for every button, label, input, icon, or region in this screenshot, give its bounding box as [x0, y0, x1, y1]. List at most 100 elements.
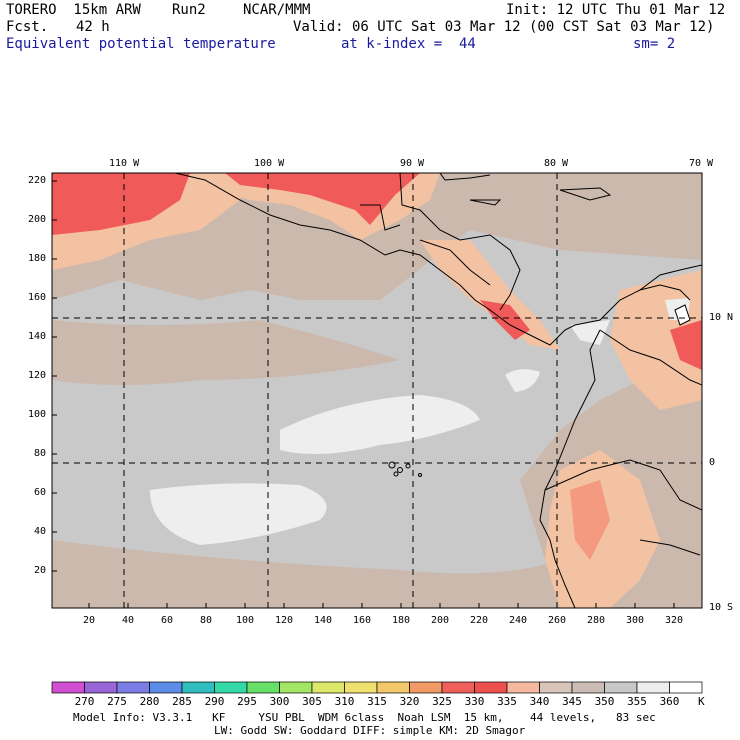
colorbar-swatch	[441, 681, 475, 694]
org-label: NCAR/MMM	[243, 2, 311, 18]
warm-region-mid	[52, 320, 400, 385]
valid-time: Valid: 06 UTC Sat 03 Mar 12 (00 CST Sat …	[293, 19, 715, 35]
colorbar-swatch	[149, 681, 183, 694]
colorbar-label: 295	[237, 695, 257, 708]
colorbar-label: 335	[497, 695, 517, 708]
x-grid-label: 60	[160, 615, 174, 626]
colorbar-label: 360	[659, 695, 680, 708]
x-grid-label: 320	[664, 615, 684, 626]
y-grid-label: 60	[33, 487, 46, 498]
y-grid-label: 200	[27, 214, 46, 225]
cool-patch-1	[280, 395, 480, 454]
hot-region-central-america	[420, 240, 560, 350]
hot-region-andes-core	[570, 480, 610, 560]
colorbar-swatch	[181, 681, 215, 694]
x-grid-label: 220	[469, 615, 489, 626]
colorbar-swatch	[474, 681, 508, 694]
colorbar-label: 340	[529, 695, 550, 708]
x-grid-label: 20	[82, 615, 96, 626]
level-index: at k-index = 44	[341, 36, 476, 52]
colorbar-swatch	[539, 681, 573, 694]
x-grid-label: 120	[274, 615, 294, 626]
x-grid-label: 280	[586, 615, 606, 626]
galapagos-islands	[388, 461, 422, 477]
x-grid-label: 40	[121, 615, 135, 626]
colorbar-label: 280	[139, 695, 160, 708]
colorbar-label: 315	[367, 695, 387, 708]
lat-label-0: 0	[709, 457, 716, 468]
y-grid-label: 180	[27, 253, 46, 264]
colorbar-swatch	[604, 681, 638, 694]
border-guatemala	[360, 204, 401, 231]
lat-label-10n: 10 N	[709, 312, 734, 323]
colorbar-label: 270	[74, 695, 95, 708]
coastline-venezuela	[639, 264, 702, 291]
physics-info: LW: Godd SW: Goddard DIFF: simple KM: 2D…	[214, 724, 526, 737]
coastline-caribbean	[399, 173, 521, 311]
colorbar-label: 290	[204, 695, 225, 708]
lon-label-70w: 70 W	[689, 158, 714, 169]
colorbar-swatch	[669, 681, 703, 694]
x-grid-label: 80	[199, 615, 213, 626]
colorbar-swatch	[344, 681, 378, 694]
x-grid-label: 160	[352, 615, 372, 626]
colorbar-label: 355	[627, 695, 647, 708]
x-grid-label: 300	[625, 615, 645, 626]
y-grid-label: 120	[27, 370, 46, 381]
colorbar-swatch	[84, 681, 118, 694]
coastline-south-america	[539, 329, 601, 608]
model-name: TORERO 15km ARW	[6, 2, 141, 18]
colorbar-swatch	[214, 681, 248, 694]
colorbar-swatch	[409, 681, 443, 694]
colorbar-label: 275	[107, 695, 127, 708]
cool-patch-4	[570, 320, 610, 345]
x-grid-label: 200	[430, 615, 450, 626]
colorbar-swatch	[571, 681, 605, 694]
caribbean-islands	[469, 187, 612, 206]
colorbar	[51, 681, 703, 694]
colorbar-label: 285	[172, 695, 192, 708]
colorbar-label: 310	[334, 695, 355, 708]
forecast-hour: 42 h	[76, 19, 110, 35]
map-frame	[51, 172, 703, 609]
y-grid-label: 100	[27, 409, 46, 420]
colorbar-label: 320	[399, 695, 420, 708]
border-brazil	[639, 539, 701, 556]
border-colombia-ecuador	[599, 329, 702, 386]
colorbar-label: 325	[432, 695, 452, 708]
lake-maracaibo	[674, 304, 691, 326]
y-grid-label: 160	[27, 292, 46, 303]
lon-label-90w: 90 W	[400, 158, 425, 169]
x-grid-label: 240	[508, 615, 528, 626]
cool-patch-2	[150, 483, 327, 545]
colorbar-swatch	[376, 681, 410, 694]
lon-label-100w: 100 W	[254, 158, 285, 169]
colorbar-swatch	[51, 681, 85, 694]
coastline-yucatan	[439, 173, 491, 181]
run-label: Run2	[172, 2, 206, 18]
field-name: Equivalent potential temperature	[6, 36, 276, 52]
colorbar-swatch	[279, 681, 313, 694]
colorbar-swatch	[246, 681, 280, 694]
smoothing: sm= 2	[633, 36, 676, 52]
warm-region-south	[52, 540, 560, 608]
lon-label-80w: 80 W	[544, 158, 569, 169]
colorbar-swatch	[506, 681, 540, 694]
model-info: Model Info: V3.3.1 KF YSU PBL WDM 6class…	[73, 711, 656, 724]
lon-label-110w: 110 W	[109, 158, 140, 169]
border-ecuador-peru	[544, 459, 702, 511]
hot-region-nw-core	[52, 173, 190, 235]
coastline-mexico-central-america	[174, 173, 691, 346]
colorbar-swatch	[311, 681, 345, 694]
border-honduras	[419, 239, 491, 286]
y-grid-label: 80	[33, 448, 46, 459]
y-grid-label: 40	[33, 526, 46, 537]
lat-label-10s: 10 S	[709, 602, 734, 613]
colorbar-swatch	[636, 681, 670, 694]
hot-region-costa-rica	[480, 300, 530, 340]
y-grid-label: 140	[27, 331, 46, 342]
y-grid-label: 220	[27, 175, 46, 186]
x-grid-label: 180	[391, 615, 411, 626]
lat-lon-grid	[52, 173, 702, 608]
